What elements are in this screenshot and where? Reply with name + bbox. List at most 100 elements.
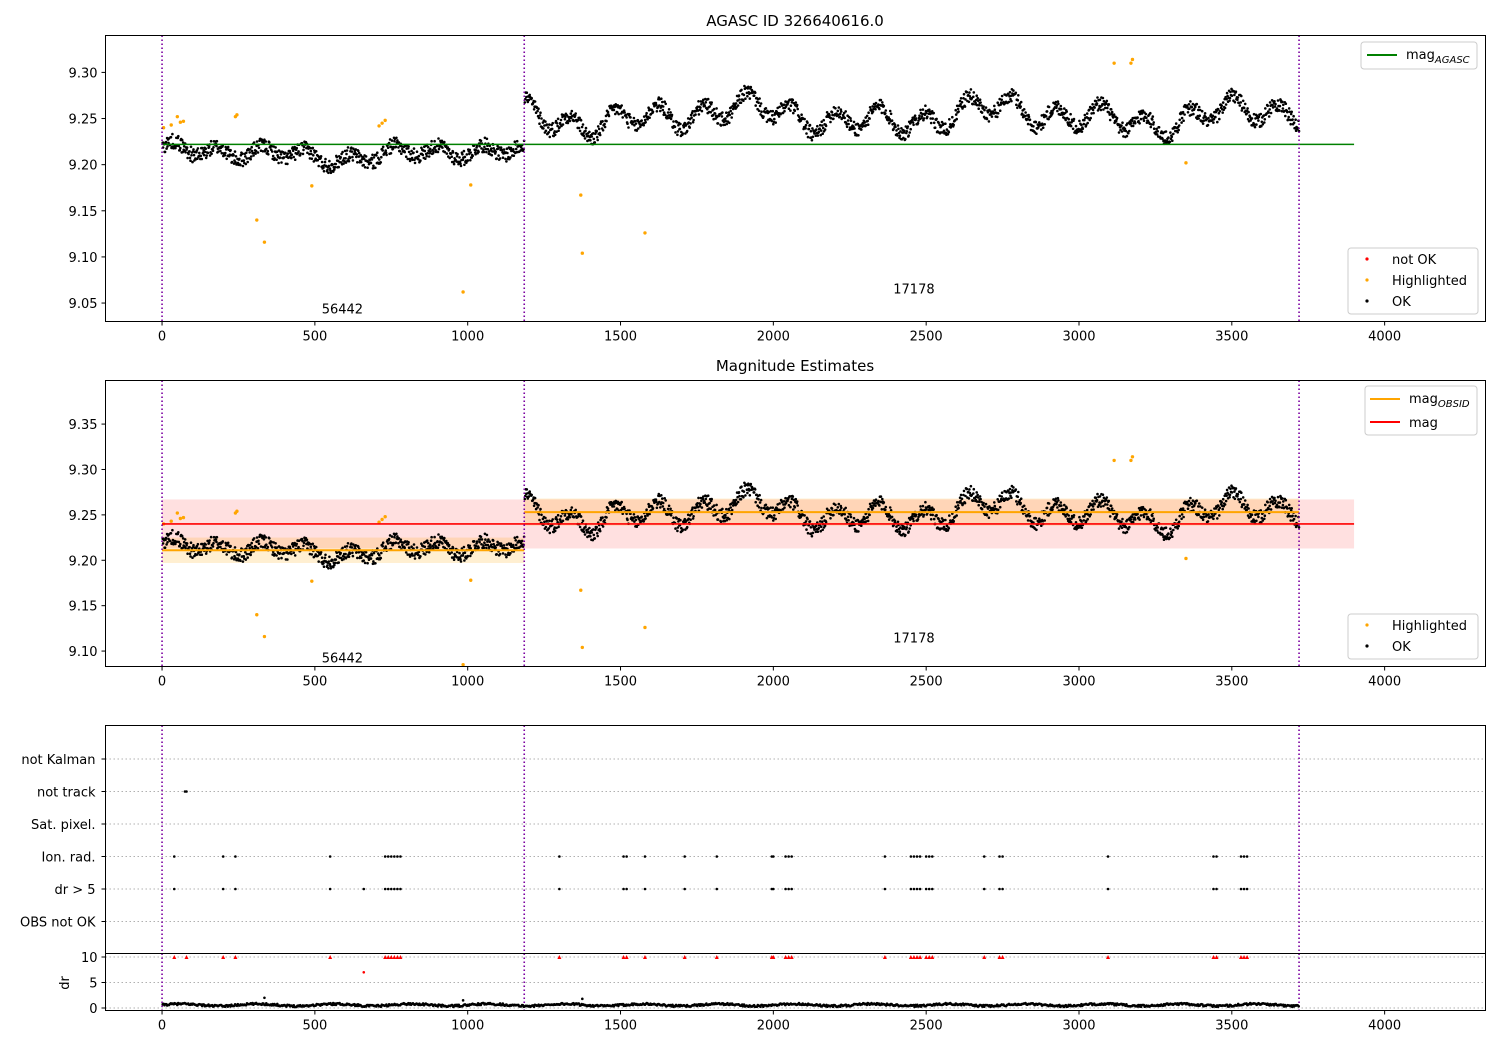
agasc-ok-point — [1092, 111, 1095, 115]
agasc-ok-point — [769, 109, 773, 113]
agasc-ok-point — [778, 105, 781, 109]
agasc-ok-point — [1200, 109, 1204, 113]
agasc-ok-point — [1253, 125, 1257, 129]
estimates-ok-point — [469, 554, 472, 558]
agasc-ok-point — [286, 152, 290, 155]
agasc-ok-point — [813, 132, 816, 135]
agasc-ok-point — [1282, 103, 1285, 107]
estimates-ok-point — [819, 525, 823, 528]
flag-point — [1215, 855, 1218, 858]
agasc-ok-point — [345, 152, 348, 156]
estimates-ok-point — [954, 505, 957, 509]
estimates-ok-point — [829, 517, 832, 520]
agasc-ok-point — [823, 128, 827, 131]
estimates-ok-point — [1188, 503, 1191, 507]
estimates-ok-point — [488, 540, 492, 543]
estimates-ok-point — [1078, 515, 1081, 519]
estimates-ok-point — [816, 530, 820, 533]
flag-point — [389, 855, 393, 858]
estimates-ok-point — [326, 564, 329, 567]
estimates-ok-point — [734, 498, 738, 502]
agasc-ok-point — [1115, 116, 1119, 120]
estimates-ok-point — [880, 508, 884, 511]
agasc-ok-point — [339, 156, 343, 159]
flag-point — [1242, 855, 1246, 858]
agasc-ok-point — [181, 141, 185, 144]
agasc-ok-point — [976, 96, 979, 100]
agasc-ok-point — [844, 110, 847, 113]
estimates-ok-point — [648, 512, 651, 516]
magnitude-estimates-title: Magnitude Estimates — [716, 357, 874, 375]
agasc-ok-point — [963, 105, 967, 108]
agasc-ok-point — [889, 112, 893, 116]
legend-label-mag-agasc: magAGASC — [1406, 48, 1470, 66]
agasc-ok-point — [592, 137, 596, 141]
agasc-ok-point — [578, 129, 582, 133]
estimates-ok-point — [754, 500, 757, 504]
agasc-ok-point — [225, 157, 228, 161]
estimates-ok-point — [561, 519, 565, 523]
agasc-ok-point — [1096, 96, 1099, 99]
flag-point — [389, 887, 393, 891]
agasc-ok-point — [1070, 121, 1073, 124]
agasc-ok-point — [445, 152, 449, 155]
agasc-x-tick-label: 3000 — [1062, 330, 1095, 345]
estimates-ok-point — [1150, 519, 1153, 522]
agasc-ok-point — [386, 146, 390, 149]
agasc-highlighted-points — [161, 57, 1188, 294]
estimates-ok-point — [873, 502, 876, 505]
agasc-ok-point — [794, 101, 798, 104]
estimates-ok-point — [704, 497, 708, 501]
estimates-ok-point — [979, 497, 982, 501]
estimates-ok-point — [229, 544, 232, 548]
estimates-ok-point — [355, 551, 358, 554]
agasc-ok-point — [354, 148, 358, 151]
estimates-ok-point — [677, 520, 680, 523]
estimates-ok-point — [182, 540, 186, 544]
agasc-ok-point — [793, 109, 797, 113]
agasc-ok-point — [892, 127, 895, 131]
flag-point — [399, 855, 402, 858]
agasc-ok-point — [1209, 113, 1213, 116]
estimates-ok-point — [482, 544, 485, 547]
estimates-ok-point — [1289, 519, 1292, 522]
agasc-ok-point — [916, 121, 920, 125]
estimates-ok-point — [537, 513, 541, 516]
estimates-ok-point — [820, 520, 824, 523]
agasc-ok-point — [1189, 100, 1192, 103]
estimates-ok-point — [1152, 519, 1155, 522]
agasc-ok-point — [1283, 109, 1286, 113]
estimates-ok-point — [626, 518, 629, 522]
estimates-ok-point — [468, 544, 472, 548]
estimates-ok-point — [1223, 503, 1227, 506]
agasc-ok-point — [1117, 131, 1121, 134]
estimates-ok-point — [930, 506, 934, 510]
agasc-ok-point — [1233, 93, 1236, 97]
agasc-ok-point — [341, 150, 344, 154]
agasc-ok-point — [620, 104, 623, 107]
agasc-ok-point — [433, 139, 436, 143]
agasc-ok-point — [864, 123, 868, 127]
agasc-ok-point — [1065, 110, 1068, 113]
flag-point — [790, 887, 793, 891]
estimates-highlighted-point — [1112, 458, 1116, 463]
agasc-ok-point — [425, 154, 429, 158]
agasc-ok-point — [805, 132, 808, 135]
agasc-ok-point — [500, 148, 504, 152]
estimates-ok-point — [579, 515, 583, 518]
agasc-ok-point — [426, 145, 430, 149]
agasc-ok-point — [270, 150, 274, 153]
agasc-ok-point — [1099, 108, 1103, 112]
estimates-ok-point — [689, 518, 692, 521]
agasc-ok-point — [1178, 118, 1181, 122]
agasc-ok-point — [1142, 119, 1146, 122]
estimates-ok-point — [554, 516, 558, 519]
agasc-ok-point — [374, 166, 377, 170]
agasc-ok-point — [1041, 123, 1044, 127]
estimates-ok-point — [1278, 505, 1281, 509]
estimates-ok-point — [730, 512, 733, 516]
agasc-ok-point — [796, 107, 799, 111]
estimates-ok-point — [388, 534, 392, 537]
estimates-ok-point — [702, 495, 705, 498]
agasc-y-tick-label: 9.05 — [69, 297, 98, 312]
